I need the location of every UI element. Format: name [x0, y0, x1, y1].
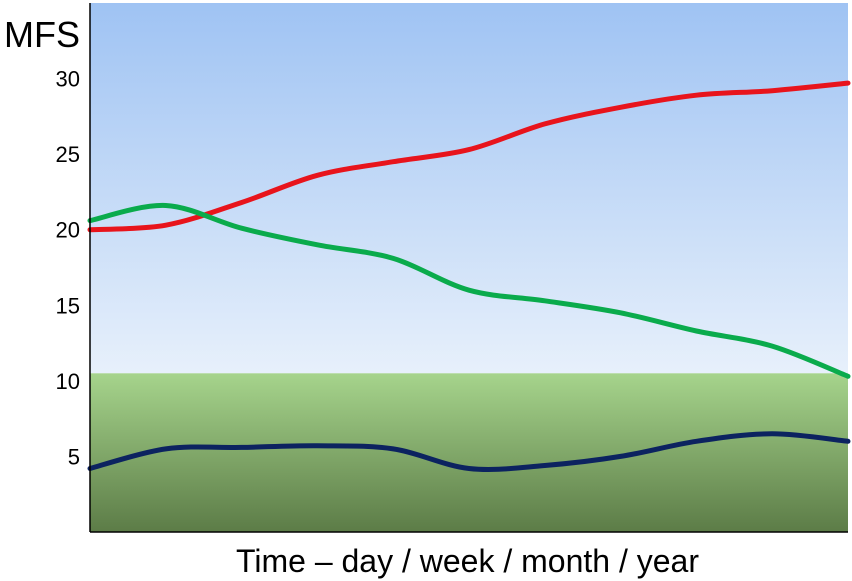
series-line-2	[87, 202, 851, 379]
plot-area	[90, 3, 848, 532]
upper-range-band	[90, 3, 848, 374]
y-tick-label: 20	[56, 218, 80, 243]
series-line-3	[87, 431, 851, 472]
series-line-1	[87, 80, 851, 233]
y-tick-label: 5	[68, 444, 80, 469]
series-layer	[87, 80, 851, 472]
y-axis-title: MFS	[4, 14, 80, 55]
y-tick-label: 10	[56, 369, 80, 394]
y-tick-label: 15	[56, 293, 80, 318]
y-tick-label: 25	[56, 142, 80, 167]
x-axis-title: Time – day / week / month / year	[236, 543, 699, 579]
lower-range-band	[90, 373, 848, 532]
y-tick-labels: 5 10 15 20 25 30	[56, 67, 80, 470]
y-tick-label: 30	[56, 67, 80, 92]
